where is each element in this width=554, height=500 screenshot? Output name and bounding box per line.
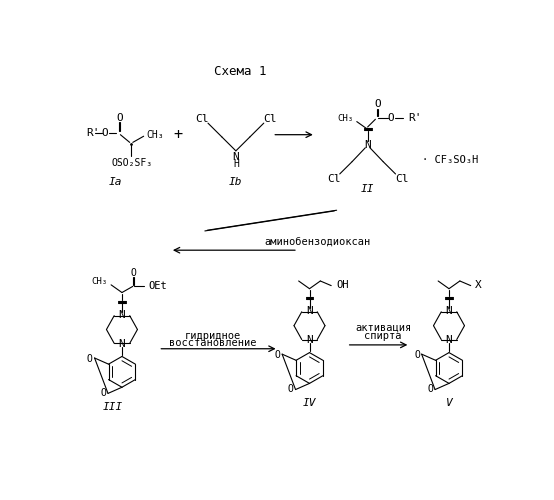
Text: N: N <box>233 152 239 162</box>
Text: OH: OH <box>337 280 349 290</box>
Text: O: O <box>375 99 381 109</box>
Text: активация: активация <box>355 323 411 333</box>
Text: O: O <box>87 354 93 364</box>
Text: O: O <box>414 350 420 360</box>
Text: O: O <box>100 388 106 398</box>
Text: OSO₂SF₃: OSO₂SF₃ <box>111 158 152 168</box>
Text: CH₃: CH₃ <box>147 130 165 140</box>
Text: N: N <box>119 339 125 349</box>
Text: N: N <box>445 306 453 316</box>
Text: Cl: Cl <box>195 114 208 124</box>
Text: R': R' <box>86 128 100 138</box>
Text: O: O <box>428 384 433 394</box>
Text: O: O <box>131 268 136 278</box>
Text: R': R' <box>408 113 422 122</box>
Text: O: O <box>387 113 394 122</box>
Text: III: III <box>102 402 123 411</box>
Text: O: O <box>288 384 294 394</box>
Text: CH₃: CH₃ <box>92 278 108 286</box>
Text: X: X <box>475 280 481 290</box>
Text: CH₃: CH₃ <box>337 114 353 123</box>
Text: аминобензодиоксан: аминобензодиоксан <box>264 236 371 246</box>
Text: Ib: Ib <box>229 176 243 186</box>
Text: V: V <box>445 398 453 407</box>
Text: +: + <box>173 127 182 142</box>
Text: Ia: Ia <box>109 176 122 186</box>
Text: спирта: спирта <box>365 330 402 340</box>
Text: O: O <box>116 113 123 122</box>
Text: гидридное: гидридное <box>184 330 241 340</box>
Text: Cl: Cl <box>395 174 408 184</box>
Text: H: H <box>233 159 239 169</box>
Text: Cl: Cl <box>263 114 277 124</box>
Text: восстановление: восстановление <box>169 338 257 348</box>
Text: IV: IV <box>302 398 316 407</box>
Text: N: N <box>119 310 125 320</box>
Text: Схема 1: Схема 1 <box>213 65 266 78</box>
Text: N: N <box>445 336 453 345</box>
Text: OEt: OEt <box>148 282 167 292</box>
Text: N: N <box>364 140 371 149</box>
Text: N: N <box>306 336 313 345</box>
Text: N: N <box>306 306 313 316</box>
Text: O: O <box>101 128 108 138</box>
Text: · CF₃SO₃H: · CF₃SO₃H <box>422 155 478 165</box>
Text: Cl: Cl <box>327 174 340 184</box>
Text: O: O <box>275 350 280 360</box>
Text: II: II <box>361 184 375 194</box>
